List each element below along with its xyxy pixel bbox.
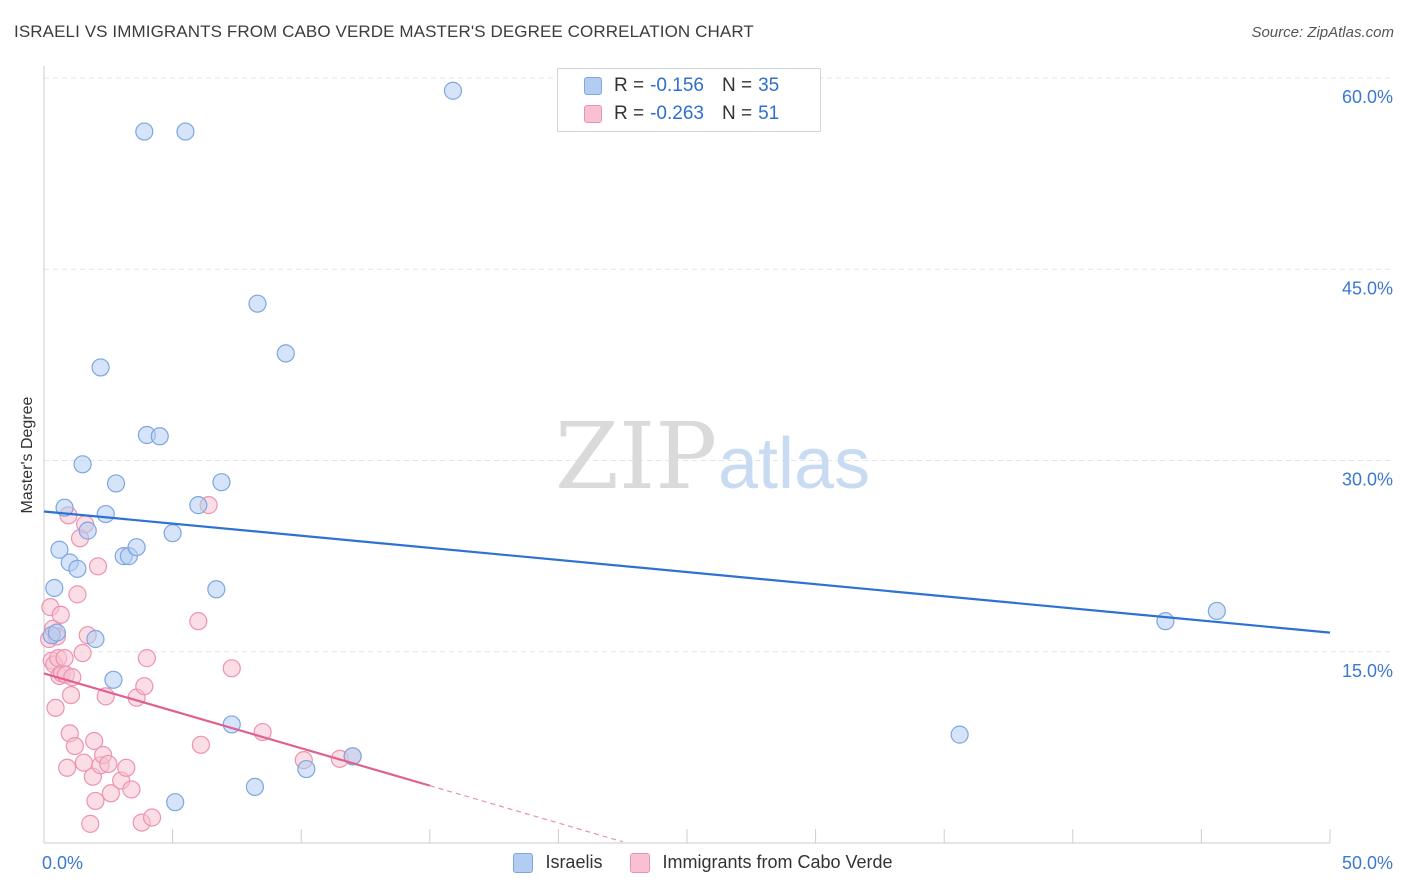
data-point-israelis	[106, 474, 126, 493]
data-point-israelis	[47, 623, 66, 642]
data-point-israelis	[78, 521, 97, 540]
stats-legend: R = -0.156 N = 35 R = -0.263 N = 51	[557, 68, 821, 132]
y-tick-label: 30.0%	[1342, 470, 1393, 490]
data-point-israelis	[163, 524, 182, 543]
data-point-cabo-verde	[68, 585, 87, 604]
y-axis-label: Master's Degree	[19, 396, 36, 514]
data-point-israelis	[1156, 612, 1175, 631]
data-point-israelis	[176, 122, 195, 141]
axes	[43, 66, 1331, 844]
trend-line-cabo-verde	[43, 672, 431, 787]
data-point-cabo-verde	[142, 808, 162, 827]
legend-r-value: -0.263	[650, 103, 704, 124]
data-point-israelis	[73, 455, 92, 474]
legend-n-label: N =	[721, 103, 753, 124]
data-point-israelis	[68, 559, 87, 578]
y-tick-label: 60.0%	[1342, 87, 1393, 107]
data-point-israelis	[297, 759, 316, 779]
legend-label-cabo-verde: Immigrants from Cabo Verde	[662, 852, 893, 872]
data-point-israelis	[1207, 601, 1226, 621]
legend-r-value: -0.156	[650, 75, 704, 96]
legend-row-cabo-verde: R = -0.263 N = 51	[584, 102, 779, 126]
series-israelis-points	[42, 81, 1226, 812]
data-point-cabo-verde	[55, 649, 74, 668]
chart-title: ISRAELI VS IMMIGRANTS FROM CABO VERDE MA…	[14, 22, 754, 41]
data-point-israelis	[86, 629, 105, 649]
data-point-israelis	[45, 578, 64, 598]
data-point-cabo-verde	[122, 780, 141, 799]
data-point-cabo-verde	[191, 735, 210, 754]
data-point-cabo-verde	[58, 758, 77, 777]
legend-swatch-pink	[584, 105, 602, 123]
data-point-cabo-verde	[51, 605, 70, 624]
series-legend: Israelis Immigrants from Cabo Verde	[0, 852, 1406, 873]
watermark: ZIP atlas	[555, 403, 870, 510]
data-point-israelis	[150, 427, 169, 446]
watermark-atlas: atlas	[718, 424, 870, 504]
data-point-cabo-verde	[65, 736, 84, 756]
gridlines	[44, 77, 1392, 653]
data-point-cabo-verde	[46, 698, 65, 717]
data-point-cabo-verde	[86, 791, 105, 811]
data-point-israelis	[276, 344, 295, 363]
data-point-israelis	[189, 496, 208, 515]
data-point-cabo-verde	[99, 754, 118, 774]
legend-swatch-blue	[584, 77, 602, 95]
data-point-israelis	[443, 81, 463, 100]
data-point-israelis	[127, 538, 146, 557]
data-point-israelis	[207, 580, 226, 599]
data-point-cabo-verde	[222, 659, 241, 678]
data-point-cabo-verde	[73, 643, 92, 663]
data-point-cabo-verde	[117, 758, 136, 777]
data-point-israelis	[343, 747, 362, 766]
legend-n-label: N =	[721, 75, 753, 96]
y-tick-label: 45.0%	[1342, 278, 1393, 298]
legend-r-label: R =	[614, 103, 645, 124]
y-tick-label: 15.0%	[1342, 661, 1393, 681]
data-point-cabo-verde	[101, 784, 120, 803]
x-tick-label: 0.0%	[42, 853, 83, 873]
data-point-israelis	[104, 670, 123, 689]
data-point-cabo-verde	[81, 814, 100, 833]
legend-n-value: 51	[758, 103, 780, 124]
series-cabo-verde-points	[40, 496, 362, 833]
legend-item-israelis[interactable]: Israelis	[513, 852, 602, 873]
data-point-israelis	[55, 498, 74, 517]
data-point-israelis	[50, 540, 69, 559]
legend-swatch-blue	[513, 852, 534, 873]
data-point-cabo-verde	[61, 685, 81, 705]
data-point-cabo-verde	[88, 557, 108, 576]
data-point-israelis	[96, 504, 115, 524]
legend-item-cabo-verde[interactable]: Immigrants from Cabo Verde	[630, 852, 893, 873]
data-point-israelis	[135, 122, 154, 141]
legend-swatch-pink	[630, 852, 651, 873]
trend-lines	[43, 510, 1331, 843]
data-point-israelis	[950, 725, 969, 744]
data-point-cabo-verde	[85, 731, 104, 751]
data-point-israelis	[245, 777, 265, 797]
watermark-zip: ZIP	[555, 403, 717, 510]
trend-line-israelis	[43, 510, 1331, 634]
legend-row-israelis: R = -0.156 N = 35	[584, 74, 779, 98]
legend-r-label: R =	[614, 75, 645, 96]
legend-label-israelis: Israelis	[545, 852, 603, 872]
data-point-israelis	[212, 473, 231, 492]
data-point-cabo-verde	[137, 649, 156, 668]
data-point-cabo-verde	[135, 677, 154, 696]
data-point-cabo-verde	[189, 612, 208, 631]
data-point-israelis	[248, 294, 267, 313]
x-tick-label: 50.0%	[1342, 853, 1393, 873]
tick-labels: 15.0% 30.0% 45.0% 60.0% 0.0% 50.0%	[42, 87, 1393, 873]
legend-n-value: 35	[758, 75, 780, 96]
data-point-israelis	[166, 793, 185, 812]
trend-line-cabo-verde-extension	[429, 785, 623, 843]
data-point-israelis	[91, 358, 110, 377]
source-label: Source: ZipAtlas.com	[1251, 24, 1394, 41]
